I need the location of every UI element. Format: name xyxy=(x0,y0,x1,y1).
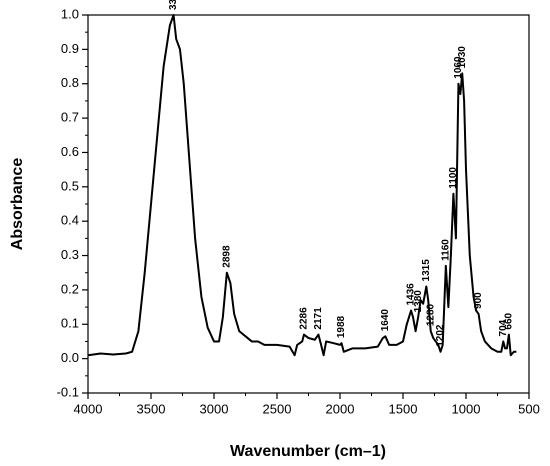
peak-label: 1202 xyxy=(435,324,446,347)
peak-label: 2898 xyxy=(221,245,232,268)
x-tick-label: 3500 xyxy=(137,401,166,416)
x-tick-label: 500 xyxy=(518,401,540,416)
peak-label: 704 xyxy=(498,319,509,336)
y-tick-label: 0.1 xyxy=(61,316,79,331)
y-tick-label: 0.7 xyxy=(61,110,79,125)
x-tick-label: 4000 xyxy=(74,401,103,416)
x-tick-label: 2500 xyxy=(263,401,292,416)
peak-label: 900 xyxy=(473,292,484,309)
x-tick-label: 1000 xyxy=(452,401,481,416)
y-tick-label: -0.1 xyxy=(57,384,79,399)
y-tick-label: 0.8 xyxy=(61,75,79,90)
y-tick-label: 0.6 xyxy=(61,144,79,159)
peak-label: 1160 xyxy=(440,239,451,261)
y-tick-label: 0.5 xyxy=(61,178,79,193)
y-tick-label: 0.4 xyxy=(61,213,79,228)
peak-label: 1988 xyxy=(336,315,347,338)
x-tick-label: 1500 xyxy=(389,401,418,416)
peak-label: 1060 xyxy=(453,56,464,79)
y-tick-label: 0.0 xyxy=(61,350,79,365)
peak-label: 2286 xyxy=(299,307,310,330)
peak-label: 1315 xyxy=(421,259,432,282)
peak-label: 1280 xyxy=(425,303,436,326)
peak-label: 3321 xyxy=(168,0,179,10)
peak-label: 660 xyxy=(503,312,514,329)
y-tick-label: 0.2 xyxy=(61,281,79,296)
peak-label: 1380 xyxy=(413,290,424,313)
peak-label: 1436 xyxy=(406,283,417,306)
y-axis-title: Absorbance xyxy=(9,158,26,251)
spectrum-line xyxy=(87,14,517,357)
y-tick-label: 0.3 xyxy=(61,247,79,262)
x-axis-title: Wavenumber (cm–1) xyxy=(230,443,386,460)
peak-label: 1030 xyxy=(457,46,468,69)
peak-label: 1640 xyxy=(380,309,391,332)
peak-label: 2171 xyxy=(313,307,324,330)
y-tick-label: 1.0 xyxy=(61,6,79,21)
y-tick-label: 0.9 xyxy=(61,41,79,56)
peak-label: 1100 xyxy=(448,167,459,189)
x-tick-label: 2000 xyxy=(326,401,355,416)
x-tick-label: 3000 xyxy=(200,401,229,416)
